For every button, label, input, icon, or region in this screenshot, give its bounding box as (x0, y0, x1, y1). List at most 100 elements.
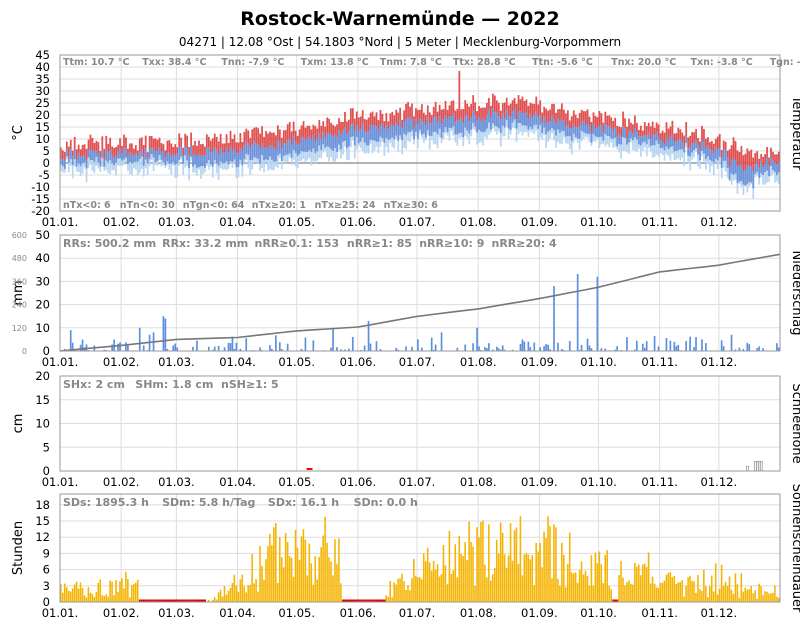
snow-side-label: Schneehöhe (789, 383, 800, 463)
temp-tmax-bar (292, 121, 295, 136)
temp-tmean-bar (669, 136, 672, 148)
temp-tmean-bar (209, 152, 212, 165)
temp-tmean-bar (474, 115, 477, 127)
temp-tmean-bar (184, 145, 187, 156)
temp-x-tick: 01.10. (580, 215, 617, 229)
temp-tmax-bar (602, 122, 605, 133)
sun-bar (608, 585, 610, 602)
sun-bar (553, 524, 555, 602)
temp-tmean-bar (407, 117, 409, 133)
snow-x-tick: 01.10. (580, 475, 617, 489)
temp-tmean-bar (162, 151, 165, 163)
temp-frame (59, 54, 781, 212)
precip-bar (501, 345, 504, 351)
temp-tmax-bar (310, 129, 313, 140)
temp-tmax-bar (417, 109, 419, 125)
precip-bar (340, 349, 342, 351)
temp-tmax-bar (67, 146, 70, 157)
temp-tmax-bar (276, 125, 279, 141)
temp-side-label: Temperatur (789, 95, 800, 171)
temp-tmax-bar (383, 121, 386, 129)
temp-tmean-bar (681, 142, 684, 150)
temp-tmax-bar (716, 136, 719, 150)
temp-tmax-bar (493, 95, 496, 113)
temp-tmax-bar (452, 100, 455, 114)
temp-tmax-bar (219, 133, 222, 149)
snow-depth-bar (759, 461, 763, 472)
temp-tmean-bar (440, 123, 443, 138)
sun-missing-marker (188, 599, 191, 602)
precip-y-tick: 50 (35, 228, 50, 242)
sun-bar (722, 585, 725, 602)
temp-tmax-bar (164, 150, 167, 158)
temp-tmean-bar (555, 123, 557, 136)
sun-bar (673, 575, 676, 602)
sun-bar (73, 584, 76, 602)
sun-missing-marker (357, 599, 360, 602)
temp-tmax-bar (511, 100, 514, 112)
temp-tmax-bar (373, 116, 376, 126)
temp-tmean-bar (85, 159, 88, 169)
precip-bar (332, 327, 334, 351)
sun-bar (109, 580, 111, 602)
temp-tmean-bar (125, 148, 127, 158)
temp-tmax-bar (608, 115, 611, 127)
temp-tmean-bar (683, 146, 686, 153)
temp-tmean-bar (695, 139, 697, 149)
temp-tmin-bar (146, 157, 149, 175)
temp-tmin-bar (318, 133, 321, 158)
temp-tmax-bar (338, 118, 340, 131)
temp-tmean-bar (626, 138, 628, 145)
temp-tmean-bar (636, 131, 638, 140)
temp-tmin-bar (436, 122, 439, 149)
sun-bar (523, 554, 526, 602)
temp-tmean-bar (716, 149, 719, 161)
temp-tmin-bar (545, 123, 548, 149)
sun-missing-marker (367, 599, 370, 602)
sun-missing-marker (355, 599, 358, 602)
sun-bar (756, 598, 758, 602)
temp-tmax-bar (442, 109, 445, 120)
sun-bar (600, 564, 603, 602)
temp-tmean-bar (525, 112, 528, 126)
temp-x-tick: 01.12. (701, 215, 738, 229)
temp-tmean-bar (63, 159, 66, 169)
temp-tmax-bar (557, 109, 559, 119)
temp-tmean-bar (561, 119, 563, 131)
temp-tmin-bar (67, 156, 70, 173)
sun-missing-marker (612, 599, 615, 602)
temp-tmax-bar (634, 115, 636, 129)
temp-tmax-bar (430, 115, 433, 124)
sun-bar (282, 567, 285, 602)
temp-tmean-bar (192, 154, 194, 167)
temp-tmax-bar (612, 120, 615, 130)
sun-missing-marker (365, 599, 368, 602)
sun-bar (434, 569, 437, 602)
temp-tmean-bar (342, 130, 344, 142)
precip-bar (758, 346, 760, 351)
sun-bar (113, 595, 115, 602)
precip-bar (778, 347, 780, 351)
precip-bar (196, 340, 198, 351)
snow-stat: SHm: 1.8 cm (135, 378, 213, 391)
temp-tmean-bar (703, 141, 705, 154)
sun-bar (328, 557, 330, 602)
temp-tmean-bar (150, 147, 153, 155)
temp-tmin-bar (107, 151, 110, 173)
precip-bar (561, 348, 563, 351)
temp-tmean-bar (689, 146, 692, 157)
temp-tmax-bar (509, 103, 512, 117)
sun-bar (83, 595, 86, 602)
temp-tmax-bar (346, 121, 348, 134)
temp-tmax-bar (454, 110, 457, 123)
temp-tmax-bar (778, 151, 780, 163)
temp-tmean-bar (381, 123, 384, 139)
temp-tmax-bar (497, 102, 500, 117)
sun-bar (588, 585, 591, 602)
precip-bar (379, 349, 382, 351)
temp-tmean-bar (413, 127, 415, 139)
temp-tmax-bar (129, 143, 131, 153)
sun-bar (207, 599, 210, 602)
temp-tmax-bar (588, 116, 591, 126)
temp-tmean-bar (606, 125, 609, 136)
